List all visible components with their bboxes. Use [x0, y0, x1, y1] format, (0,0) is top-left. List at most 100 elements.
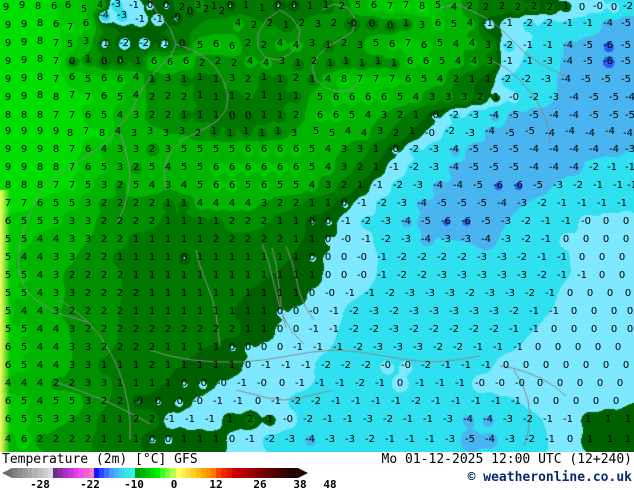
temperature-value: -2 — [489, 324, 499, 335]
temperature-value: 1 — [624, 434, 632, 445]
temperature-value: 0 — [556, 378, 564, 389]
temperature-value: 1 — [276, 270, 284, 281]
temperature-value: -4 — [561, 74, 571, 85]
temperature-value: 0 — [550, 324, 558, 335]
temperature-value: -0 — [495, 378, 505, 389]
temperature-value: -5 — [625, 110, 634, 121]
temperature-value: -0 — [429, 110, 439, 121]
temperature-value: 8 — [52, 144, 60, 155]
temperature-value: -4 — [401, 216, 411, 227]
temperature-value: 3 — [260, 198, 268, 209]
scale-swatch — [37, 468, 43, 478]
scale-swatch — [78, 468, 84, 478]
scale-swatches — [12, 468, 299, 478]
temperature-value: 1 — [408, 126, 416, 137]
temperature-value: 0 — [308, 288, 316, 299]
temperature-value: 0 — [602, 216, 610, 227]
temperature-value: 4 — [292, 40, 300, 51]
temperature-value: 4 — [450, 2, 458, 13]
temperature-value: -0 — [217, 378, 227, 389]
temperature-value: 7 — [404, 38, 412, 49]
scale-swatch — [73, 468, 79, 478]
temperature-value: 0 — [596, 378, 604, 389]
temperature-value: 8 — [34, 1, 42, 12]
temperature-value: -6 — [493, 180, 503, 191]
temperature-value: 1 — [212, 74, 220, 85]
temperature-value: 7 — [52, 74, 60, 85]
temperature-value: 6 — [166, 57, 174, 68]
temperature-value: -1 — [385, 434, 395, 445]
temperature-value: -0 — [347, 18, 357, 29]
temperature-value: 0 — [260, 342, 268, 353]
temperature-value: 0 — [618, 270, 626, 281]
model-run-timestamp: Mo 01-12-2025 12:00 UTC (12+240) — [381, 452, 632, 467]
temperature-value: 5 — [20, 288, 28, 299]
scale-swatch — [129, 468, 135, 478]
temperature-value: -3 — [117, 10, 127, 21]
temperature-value: 5 — [36, 414, 44, 425]
temperature-value: -3 — [489, 306, 499, 317]
temperature-value: 1 — [228, 252, 236, 263]
temperature-value: 6 — [52, 19, 60, 30]
temperature-value: 2 — [116, 198, 124, 209]
temperature-value: 1 — [132, 434, 140, 445]
temperature-value: -5 — [621, 74, 631, 85]
temperature-value: -1 — [537, 252, 547, 263]
temperature-value: 2 — [196, 324, 204, 335]
temperature-value: -1 — [607, 162, 617, 173]
temperature-value: 2 — [194, 128, 202, 139]
temperature-value: 2 — [148, 198, 156, 209]
temperature-value: 4 — [52, 342, 60, 353]
temperature-value: 3 — [376, 126, 384, 137]
temperature-value: -0 — [357, 270, 367, 281]
temperature-value: 6 — [4, 360, 12, 371]
temperature-value: -5 — [525, 126, 535, 137]
temperature-value: -2 — [417, 252, 427, 263]
temperature-value: 3 — [314, 19, 322, 30]
temperature-value: -1 — [627, 180, 634, 191]
temperature-value: 2 — [148, 414, 156, 425]
temperature-value: 1 — [390, 58, 398, 69]
temperature-value: 1 — [468, 74, 476, 85]
temperature-value: 0 — [624, 288, 632, 299]
temperature-value: 1 — [164, 378, 172, 389]
temperature-value: 3 — [68, 324, 76, 335]
scale-swatch — [83, 468, 89, 478]
temperature-value: 1 — [604, 414, 612, 425]
temperature-value: 4 — [470, 56, 478, 67]
temperature-value: -5 — [583, 56, 593, 67]
temperature-value: 0 — [146, 0, 154, 11]
temperature-value: -1 — [205, 414, 215, 425]
temperature-value: 5 — [52, 396, 60, 407]
temperature-value: -2 — [365, 434, 375, 445]
temperature-value: -1 — [617, 198, 627, 209]
temperature-2m-map[interactable]: 9 9 8 6 6 5 4 -3 -1 0 0 2 3 1 0 1 1 0 0 1 1 2 5 6 7 7 8 5 4 2 2 2 2 2 2 1 0-… — [0, 0, 634, 452]
temperature-value: -0 — [133, 396, 143, 407]
temperature-value: 1 — [100, 360, 108, 371]
temperature-value: -4 — [483, 414, 493, 425]
temperature-value: -4 — [569, 144, 579, 155]
temperature-value: -5 — [473, 180, 483, 191]
temperature-value: 5 — [20, 414, 28, 425]
temperature-value: 1 — [228, 288, 236, 299]
temperature-value: 2 — [132, 162, 140, 173]
temperature-value: 1 — [100, 414, 108, 425]
temperature-value: 4 — [452, 39, 460, 50]
scale-swatch — [287, 468, 294, 478]
temperature-value: 8 — [36, 162, 44, 173]
temperature-value: 5 — [312, 126, 320, 137]
scale-swatch — [114, 468, 120, 478]
temperature-value: 1 — [212, 110, 220, 121]
temperature-value: -3 — [461, 234, 471, 245]
temperature-value: 5 — [20, 216, 28, 227]
temperature-value: 5 — [292, 180, 300, 191]
temperature-value: -3 — [425, 288, 435, 299]
temperature-value: 5 — [372, 38, 380, 49]
temperature-value: -3 — [429, 306, 439, 317]
temperature-value: 5 — [20, 360, 28, 371]
scale-swatch — [124, 468, 130, 478]
temperature-value: 1 — [196, 252, 204, 263]
temperature-value: 6 — [434, 18, 442, 29]
temperature-value: 2 — [212, 234, 220, 245]
temperature-value: 9 — [4, 126, 12, 137]
